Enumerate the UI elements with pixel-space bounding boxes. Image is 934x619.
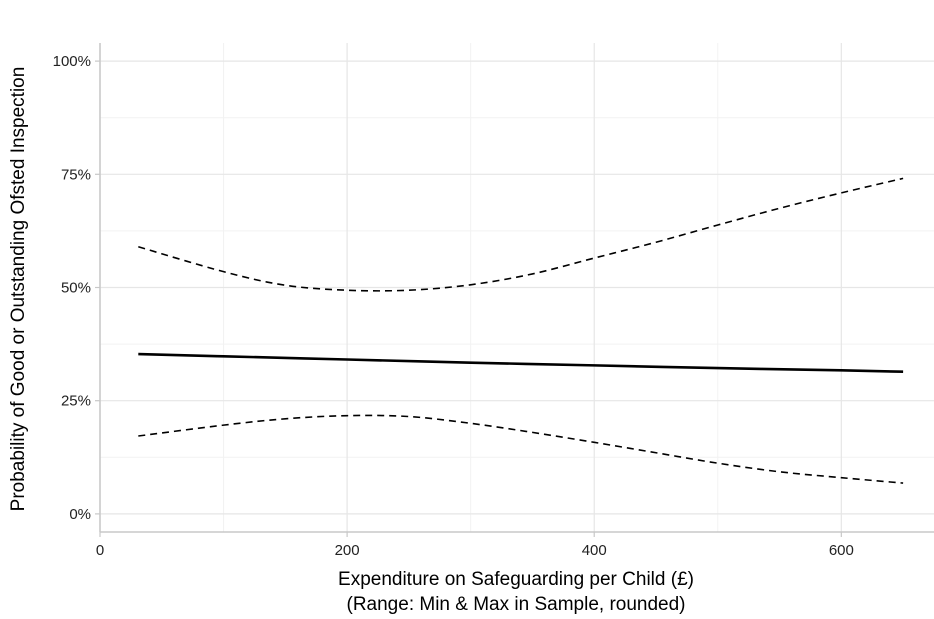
x-tick-label: 400	[582, 542, 607, 559]
estimate-line	[138, 352, 904, 374]
x-tick-label: 200	[335, 542, 360, 559]
axes	[95, 43, 934, 537]
x-axis-title: Expenditure on Safeguarding per Child (£…	[338, 569, 694, 590]
tick-labels: 0 200 400 600 0% 25% 50% 75% 100%	[53, 53, 854, 559]
series	[138, 177, 904, 484]
y-tick-label: 25%	[61, 393, 91, 410]
y-axis-title: Probability of Good or Outstanding Ofste…	[8, 67, 29, 512]
y-tick-label: 50%	[61, 280, 91, 297]
upper-ci-line	[138, 177, 904, 292]
lower-ci-line	[138, 414, 904, 484]
grid	[99, 43, 934, 532]
x-axis-subtitle: (Range: Min & Max in Sample, rounded)	[347, 594, 686, 615]
x-tick-label: 600	[829, 542, 854, 559]
y-tick-label: 75%	[61, 166, 91, 183]
y-tick-label: 0%	[69, 506, 91, 523]
y-tick-label: 100%	[53, 53, 91, 70]
x-tick-label: 0	[96, 542, 104, 559]
